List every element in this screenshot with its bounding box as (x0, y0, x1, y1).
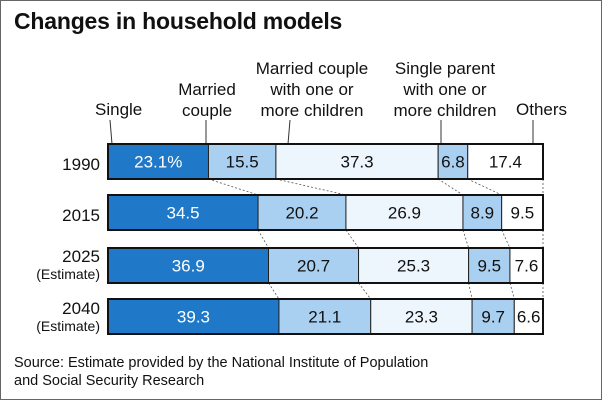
bar-value-label: 7.6 (515, 257, 539, 276)
connector-line (275, 178, 347, 196)
bar-value-label: 6.8 (441, 153, 465, 172)
connector-line (501, 229, 511, 249)
bar-segment (462, 194, 503, 231)
bar-segment (275, 143, 439, 180)
row-label-2040: 2040 (Estimate) (36, 299, 100, 334)
row-label-2025: 2025 (Estimate) (36, 247, 100, 282)
bar-value-label: 26.9 (388, 204, 421, 223)
bar-outline (107, 298, 544, 335)
bar-segment (501, 194, 544, 231)
category-label-single: Single (95, 100, 143, 119)
bar-value-label: 8.9 (470, 204, 494, 223)
bar-value-label: 15.5 (226, 153, 259, 172)
row-label-1990: 1990 (62, 155, 100, 174)
bar-value-label: 39.3 (177, 308, 210, 327)
bar-value-label: 9.7 (481, 308, 505, 327)
bar-value-label: 9.5 (477, 257, 501, 276)
connector-line (358, 282, 372, 300)
bar-outline (107, 143, 544, 180)
connector-line (257, 229, 269, 249)
row-label-2015: 2015 (62, 206, 100, 225)
connector-line (437, 178, 464, 196)
bar-segment (107, 143, 209, 180)
category-leader-line (109, 119, 113, 145)
bar-segment (370, 298, 473, 335)
connector-line (467, 178, 502, 196)
bar-value-label: 6.6 (517, 308, 541, 327)
bar-segment (278, 298, 372, 335)
category-label-others: Others (516, 100, 568, 119)
connector-line (462, 229, 469, 249)
bar-segment (471, 298, 515, 335)
bar-segment (509, 247, 544, 284)
bar-value-label: 25.3 (397, 257, 430, 276)
bar-value-label: 20.2 (285, 204, 318, 223)
category-leader-line (287, 119, 291, 145)
connector-line (345, 229, 359, 249)
category-label-married-couple-with-children: Married couple with one or more children (255, 59, 369, 120)
bar-value-label: 34.5 (166, 204, 199, 223)
connector-line (268, 282, 280, 300)
category-label-single-parent-with-children: Single parent with one or more children (393, 59, 497, 120)
bar-segment (268, 247, 360, 284)
bar-value-label: 9.5 (511, 204, 535, 223)
bar-value-label: 20.7 (297, 257, 330, 276)
connector-line (208, 178, 259, 196)
bar-segment (107, 247, 270, 284)
connector-line (468, 282, 473, 300)
bar-value-label: 23.3 (405, 308, 438, 327)
source-note: Source: Estimate provided by the Nationa… (14, 355, 429, 389)
chart-title: Changes in household models (14, 8, 343, 34)
bar-value-label: 23.1% (134, 153, 182, 172)
bar-value-label: 17.4 (489, 153, 522, 172)
bar-value-label: 37.3 (340, 153, 373, 172)
bar-outline (107, 194, 544, 231)
category-label-married-couple: Married couple (178, 80, 236, 120)
bar-value-label: 21.1 (308, 308, 341, 327)
bar-segment (358, 247, 470, 284)
bar-value-label: 36.9 (172, 257, 205, 276)
bar-segment (437, 143, 469, 180)
connector-line (509, 282, 515, 300)
bar-outline (107, 247, 544, 284)
